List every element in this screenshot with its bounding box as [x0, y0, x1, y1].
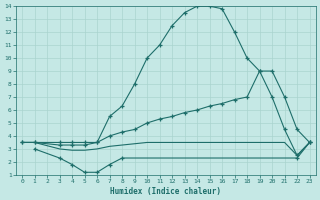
X-axis label: Humidex (Indice chaleur): Humidex (Indice chaleur)	[110, 187, 221, 196]
